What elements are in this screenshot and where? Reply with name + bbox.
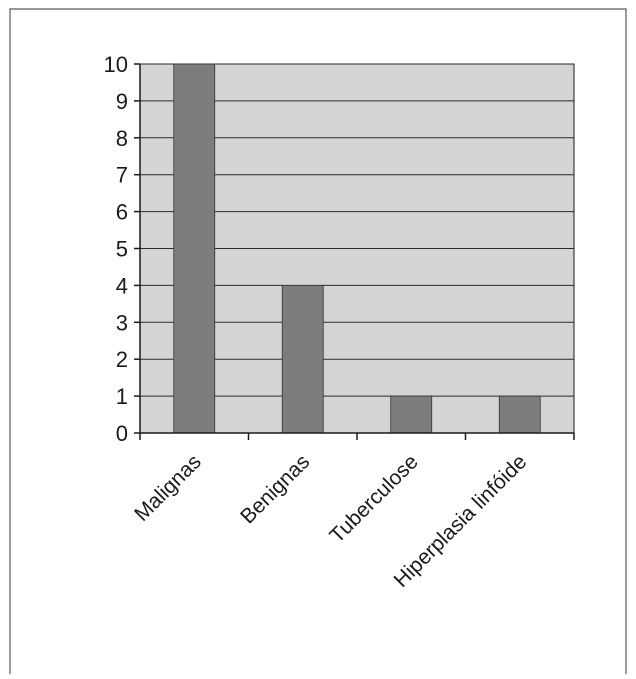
y-tick-label: 5	[116, 237, 128, 262]
bar	[281, 284, 324, 434]
y-tick-label: 9	[116, 89, 128, 114]
y-tick-label: 10	[104, 52, 128, 77]
figure-border	[9, 8, 627, 674]
y-tick-label: 6	[116, 200, 128, 225]
bar	[173, 63, 216, 434]
y-tick-label: 3	[116, 310, 128, 335]
y-tick-label: 4	[116, 273, 128, 298]
x-tick-label: Malignas	[130, 450, 206, 526]
bar	[498, 395, 541, 434]
bar	[390, 395, 433, 434]
axes	[134, 63, 575, 440]
y-tick-label: 2	[116, 347, 128, 372]
y-tick-labels: 0 1 2 3 4 5 6 7 8 9 10	[104, 52, 128, 446]
y-tick-label: 7	[116, 163, 128, 188]
x-tick-label: Tuberculose	[325, 450, 422, 547]
x-tick-label: Benignas	[236, 450, 314, 528]
y-tick-label: 1	[116, 384, 128, 409]
bars	[173, 63, 541, 434]
y-tick-label: 0	[116, 421, 128, 446]
y-tick-label: 8	[116, 126, 128, 151]
